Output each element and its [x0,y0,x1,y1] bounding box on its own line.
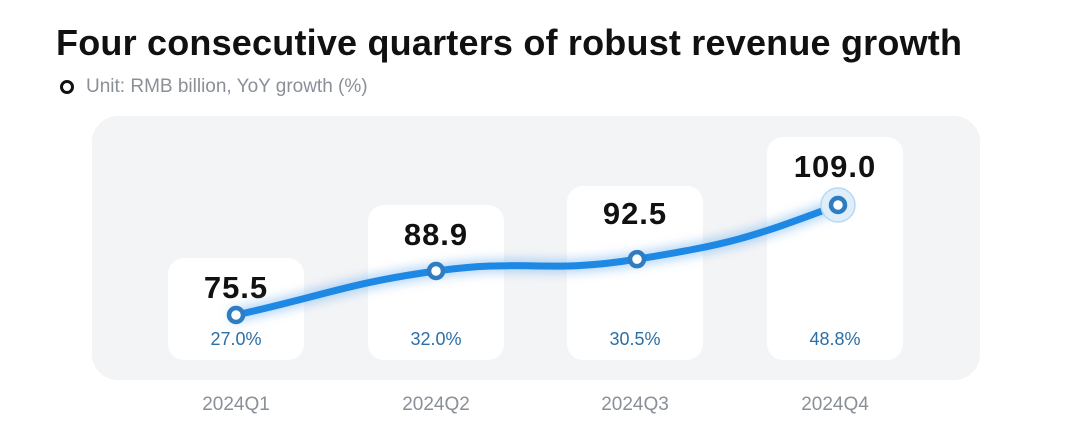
revenue-value-label: 75.5 [203,270,269,305]
chart-title: Four consecutive quarters of robust reve… [56,22,963,63]
revenue-line-glow [229,198,845,322]
data-point-2024q3 [627,249,647,269]
x-tick-label: 2024Q1 [202,394,270,415]
legend-marker-icon [60,80,74,94]
revenue-line [232,201,842,319]
growth-label: 48.8% [809,329,861,349]
x-tick-label: 2024Q3 [601,394,669,415]
growth-label: 32.0% [410,329,462,349]
growth-label: 27.0% [210,329,262,349]
x-tick-label: 2024Q4 [801,394,869,415]
data-point-2024q1 [226,305,246,325]
growth-label: 30.5% [609,329,661,349]
legend-text: Unit: RMB billion, YoY growth (%) [86,76,368,97]
revenue-value-label: 109.0 [793,149,877,184]
data-point-2024q4 [828,195,848,215]
x-tick-label: 2024Q2 [402,394,470,415]
legend: Unit: RMB billion, YoY growth (%) [60,76,368,98]
quarter-card-q4: 109.0 48.8% [767,137,903,360]
data-point-2024q2 [426,261,446,281]
revenue-value-label: 92.5 [602,196,668,231]
quarter-card-q3: 92.5 30.5% [567,186,703,360]
revenue-value-label: 88.9 [403,217,469,252]
